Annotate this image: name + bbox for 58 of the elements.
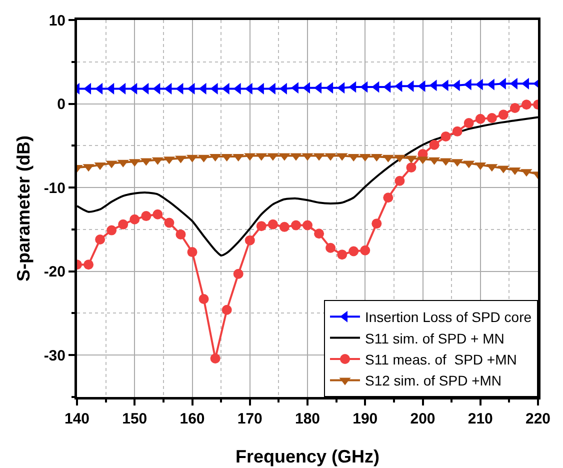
point [290,220,301,230]
legend-label: Insertion Loss of SPD core [365,309,532,326]
point [141,211,152,222]
point [452,126,462,136]
point [244,235,255,246]
point [510,102,520,113]
point [326,242,336,253]
point [164,218,174,228]
point [198,294,209,304]
point [348,246,359,256]
point [302,220,312,230]
y-tick-label: -10 [44,180,66,197]
x-tick-label: 190 [352,410,378,428]
point [130,214,140,224]
point [372,218,382,229]
x-tick-label: 160 [180,410,205,428]
point [464,118,474,128]
point [210,353,220,364]
point [383,192,394,203]
point [498,110,508,120]
point [268,219,278,230]
y-tick-label: 10 [48,12,66,30]
x-tick-label: 180 [294,410,320,428]
point [279,222,290,232]
point [475,114,486,124]
point [106,225,117,236]
legend-label: S11 sim. of SPD + MN [365,330,504,346]
point [406,162,416,172]
legend-label: S12 sim. of SPD +MN [365,372,502,389]
point [233,268,244,279]
point [440,131,451,142]
point [521,100,532,110]
x-tick-label: 220 [525,410,551,428]
x-axis-title: Frequency (GHz) [235,446,380,466]
point [314,228,324,239]
point [152,209,163,220]
point [394,176,405,186]
point [187,247,198,258]
y-tick-label: -20 [44,264,66,281]
point [486,113,497,124]
point [429,140,440,150]
x-tick-label: 140 [64,410,90,428]
point [222,304,232,315]
point [337,250,348,260]
x-tick-label: 150 [122,410,148,428]
x-tick-label: 200 [410,410,436,428]
x-tick-label: 170 [237,410,262,428]
legend-label: S11 meas. of SPD +MN [365,351,517,368]
y-tick-label: -30 [44,347,66,364]
y-axis-title: S-parameter (dB) [14,135,34,282]
point [84,260,94,270]
x-tick-label: 210 [468,410,493,428]
point [360,245,370,256]
point [118,219,128,230]
point [95,234,106,244]
point [256,221,266,232]
y-tick-label: 0 [57,96,66,114]
point [176,229,186,240]
